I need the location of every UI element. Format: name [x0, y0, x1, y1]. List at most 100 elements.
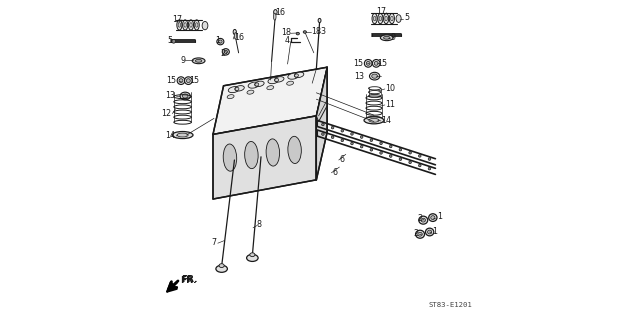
Ellipse shape	[384, 36, 390, 39]
Ellipse shape	[183, 20, 188, 30]
Ellipse shape	[184, 23, 186, 27]
Text: 7: 7	[211, 238, 216, 247]
Ellipse shape	[235, 33, 236, 39]
Text: 9: 9	[180, 56, 185, 65]
Ellipse shape	[425, 228, 434, 236]
Ellipse shape	[391, 16, 393, 21]
Text: 2: 2	[413, 229, 418, 238]
Circle shape	[172, 39, 176, 43]
Text: 15: 15	[377, 59, 387, 68]
Circle shape	[389, 145, 392, 148]
Text: 16: 16	[234, 33, 244, 42]
Circle shape	[380, 152, 382, 154]
Text: 13: 13	[165, 92, 175, 100]
Circle shape	[409, 151, 411, 154]
Ellipse shape	[180, 92, 190, 100]
Text: 6: 6	[332, 168, 337, 177]
Ellipse shape	[235, 86, 244, 91]
Text: FR.: FR.	[180, 276, 197, 285]
Text: 14: 14	[165, 132, 175, 140]
Text: 6: 6	[339, 155, 344, 164]
Ellipse shape	[177, 133, 188, 137]
Ellipse shape	[389, 13, 394, 24]
Ellipse shape	[372, 13, 377, 24]
Ellipse shape	[194, 20, 199, 30]
Circle shape	[372, 60, 380, 67]
Ellipse shape	[245, 141, 258, 169]
Text: 17: 17	[376, 7, 386, 16]
Ellipse shape	[274, 10, 277, 15]
Circle shape	[370, 148, 373, 151]
Circle shape	[360, 136, 363, 138]
Ellipse shape	[296, 32, 299, 35]
Ellipse shape	[266, 139, 280, 166]
Text: 17: 17	[172, 15, 183, 24]
Ellipse shape	[217, 38, 224, 45]
Ellipse shape	[195, 59, 202, 62]
Ellipse shape	[415, 230, 425, 238]
Ellipse shape	[384, 13, 389, 24]
Circle shape	[341, 139, 344, 142]
Ellipse shape	[192, 58, 205, 64]
Ellipse shape	[385, 16, 387, 21]
Ellipse shape	[224, 50, 228, 53]
Polygon shape	[213, 67, 327, 134]
Circle shape	[399, 158, 402, 161]
Polygon shape	[316, 67, 327, 180]
Circle shape	[374, 61, 378, 65]
Ellipse shape	[219, 40, 222, 43]
Ellipse shape	[295, 74, 299, 77]
Circle shape	[428, 158, 430, 160]
Ellipse shape	[287, 81, 294, 85]
Ellipse shape	[303, 31, 306, 33]
Circle shape	[332, 126, 334, 129]
Text: 11: 11	[385, 100, 396, 109]
Ellipse shape	[227, 95, 234, 99]
Ellipse shape	[288, 73, 299, 79]
Circle shape	[321, 123, 324, 126]
Polygon shape	[213, 116, 316, 199]
Text: 9: 9	[391, 33, 396, 42]
Ellipse shape	[177, 20, 182, 30]
Text: 13: 13	[354, 72, 364, 81]
Ellipse shape	[373, 16, 376, 21]
Ellipse shape	[183, 94, 188, 98]
Ellipse shape	[380, 35, 393, 41]
Ellipse shape	[247, 254, 258, 261]
Ellipse shape	[216, 265, 228, 272]
Ellipse shape	[364, 117, 384, 124]
Text: 1: 1	[437, 212, 442, 221]
Circle shape	[365, 60, 372, 67]
Text: 15: 15	[353, 59, 363, 68]
Ellipse shape	[228, 86, 239, 93]
Ellipse shape	[419, 216, 428, 224]
Circle shape	[360, 145, 363, 148]
Circle shape	[179, 79, 183, 83]
Text: ST83-E1201: ST83-E1201	[429, 302, 472, 308]
Circle shape	[418, 155, 421, 157]
Ellipse shape	[172, 132, 193, 139]
Ellipse shape	[268, 77, 279, 84]
Circle shape	[186, 79, 190, 83]
Ellipse shape	[275, 77, 284, 82]
Circle shape	[409, 161, 411, 164]
Text: 18: 18	[281, 28, 292, 37]
Text: 18: 18	[311, 28, 321, 36]
Ellipse shape	[370, 72, 380, 80]
Ellipse shape	[396, 15, 401, 22]
Circle shape	[370, 139, 373, 141]
Ellipse shape	[378, 13, 383, 24]
Ellipse shape	[178, 23, 181, 27]
Ellipse shape	[223, 49, 230, 55]
Ellipse shape	[255, 83, 259, 86]
Text: 5: 5	[167, 36, 172, 45]
Ellipse shape	[190, 23, 192, 27]
Ellipse shape	[235, 87, 239, 91]
Ellipse shape	[288, 136, 301, 164]
Ellipse shape	[318, 18, 321, 22]
Text: 16: 16	[275, 8, 285, 17]
Ellipse shape	[233, 29, 236, 35]
Ellipse shape	[427, 230, 432, 234]
Ellipse shape	[379, 16, 382, 21]
Ellipse shape	[219, 264, 224, 268]
